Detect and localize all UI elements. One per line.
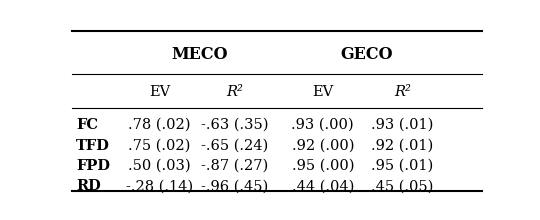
Text: FPD: FPD bbox=[76, 159, 110, 173]
Text: .78 (.02): .78 (.02) bbox=[129, 118, 191, 132]
Text: .75 (.02): .75 (.02) bbox=[129, 139, 191, 153]
Text: TFD: TFD bbox=[76, 139, 110, 153]
Text: .92 (.01): .92 (.01) bbox=[371, 139, 434, 153]
Text: .95 (.00): .95 (.00) bbox=[292, 159, 354, 173]
Text: R²: R² bbox=[226, 85, 244, 99]
Text: EV: EV bbox=[312, 85, 333, 99]
Text: R²: R² bbox=[394, 85, 411, 99]
Text: .93 (.01): .93 (.01) bbox=[371, 118, 434, 132]
Text: -.63 (.35): -.63 (.35) bbox=[201, 118, 269, 132]
Text: .95 (.01): .95 (.01) bbox=[371, 159, 434, 173]
Text: .93 (.00): .93 (.00) bbox=[292, 118, 354, 132]
Text: EV: EV bbox=[149, 85, 170, 99]
Text: .44 (.04): .44 (.04) bbox=[292, 180, 354, 193]
Text: .50 (.03): .50 (.03) bbox=[129, 159, 191, 173]
Text: -.65 (.24): -.65 (.24) bbox=[201, 139, 268, 153]
Text: GECO: GECO bbox=[340, 46, 393, 63]
Text: -.28 (.14): -.28 (.14) bbox=[126, 180, 193, 193]
Text: RD: RD bbox=[76, 180, 100, 193]
Text: .92 (.00): .92 (.00) bbox=[292, 139, 354, 153]
Text: FC: FC bbox=[76, 118, 98, 132]
Text: .45 (.05): .45 (.05) bbox=[371, 180, 434, 193]
Text: MECO: MECO bbox=[171, 46, 228, 63]
Text: -.87 (.27): -.87 (.27) bbox=[201, 159, 268, 173]
Text: -.96 (.45): -.96 (.45) bbox=[201, 180, 268, 193]
